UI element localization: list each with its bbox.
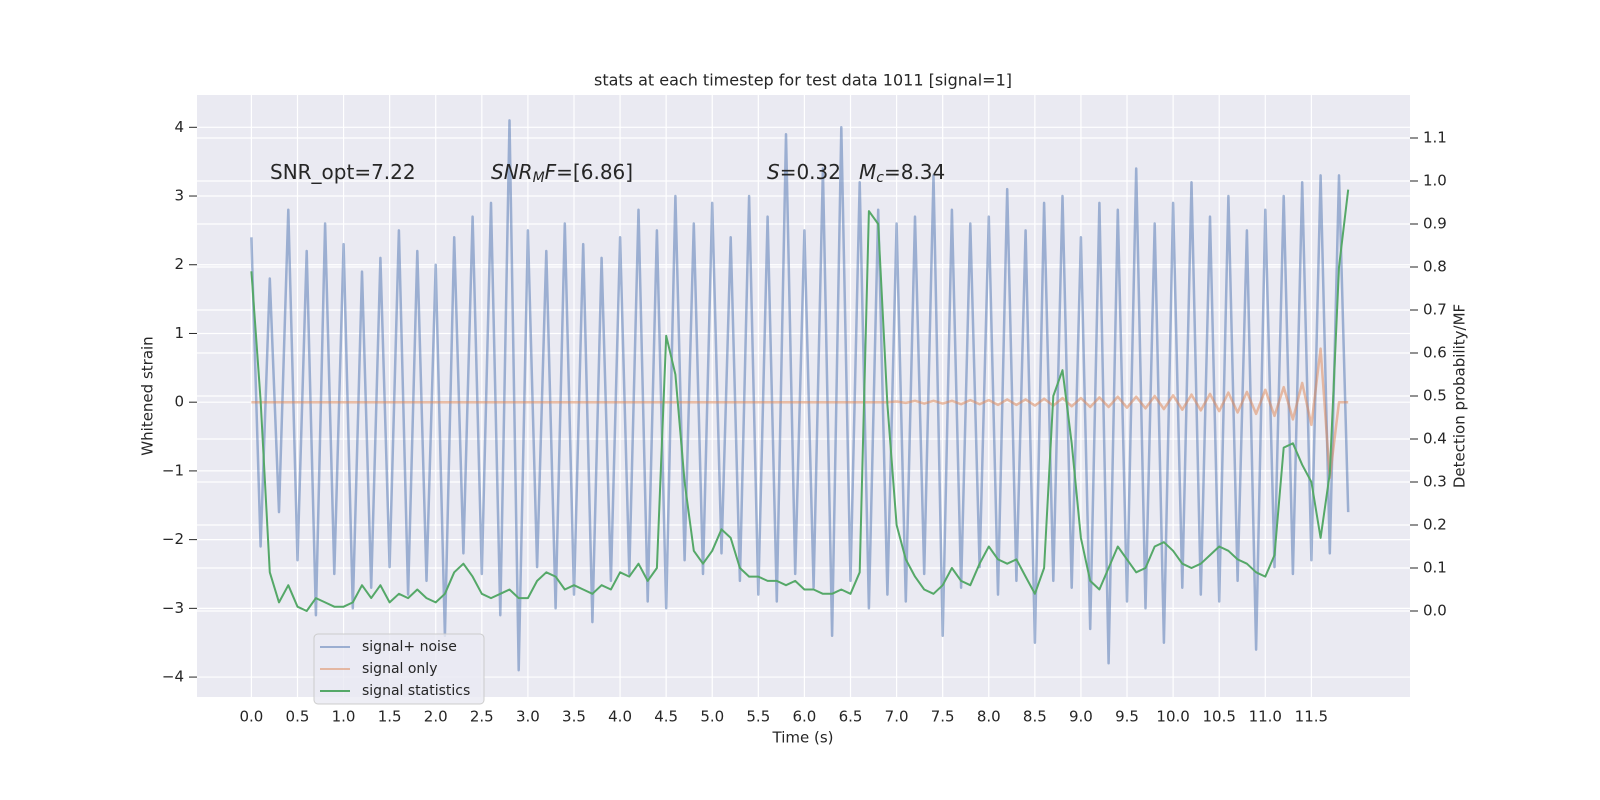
x-tick-label: 7.0 bbox=[885, 708, 909, 726]
y-tick-label: −1 bbox=[162, 461, 184, 479]
annotation-part: M bbox=[859, 160, 876, 184]
annotation-part: M bbox=[533, 170, 545, 186]
x-tick-label: 0.0 bbox=[239, 708, 263, 726]
x-tick-label: 1.5 bbox=[378, 708, 402, 726]
y-tick-label: 0 bbox=[174, 393, 184, 411]
x-tick-label: 6.5 bbox=[839, 708, 863, 726]
x-tick-label: 9.0 bbox=[1069, 708, 1093, 726]
x-tick-label: 1.0 bbox=[332, 708, 356, 726]
x-tick-label: 5.0 bbox=[700, 708, 724, 726]
y-tick-label: −4 bbox=[162, 668, 184, 686]
annotation-part: c bbox=[876, 170, 884, 186]
x-tick-label: 3.5 bbox=[562, 708, 586, 726]
y2-tick-label: 0.2 bbox=[1423, 516, 1447, 534]
y-tick-label: 3 bbox=[174, 187, 184, 205]
x-tick-label: 5.5 bbox=[746, 708, 770, 726]
series-line bbox=[251, 347, 1349, 480]
x-tick-label: 4.0 bbox=[608, 708, 632, 726]
chart-title: stats at each timestep for test data 101… bbox=[594, 71, 1012, 90]
y2-tick-label: 1.1 bbox=[1423, 129, 1447, 147]
x-tick-label: 7.5 bbox=[931, 708, 955, 726]
y2-tick-label: 1.0 bbox=[1423, 172, 1447, 190]
x-tick-label: 0.5 bbox=[286, 708, 310, 726]
x-tick-label: 11.0 bbox=[1249, 708, 1282, 726]
x-tick-label: 8.0 bbox=[977, 708, 1001, 726]
legend-label: signal statistics bbox=[362, 683, 470, 699]
y2-axis-label: Detection probability/MF bbox=[1451, 304, 1469, 488]
x-tick-label: 2.0 bbox=[424, 708, 448, 726]
x-tick-label: 10.0 bbox=[1156, 708, 1189, 726]
legend: signal+ noise signal only signal statistic… bbox=[313, 633, 485, 705]
x-tick-label: 9.5 bbox=[1115, 708, 1139, 726]
legend-label: signal+ noise bbox=[362, 639, 457, 655]
y2-tick-label: 0.3 bbox=[1423, 473, 1447, 491]
annotation: SNR_opt=7.22 bbox=[270, 160, 416, 184]
annotation-part: =[6.86] bbox=[556, 160, 633, 184]
y2-tick-label: 0.9 bbox=[1423, 215, 1447, 233]
y2-tick-label: 0.7 bbox=[1423, 301, 1447, 319]
y2-tick-label: 0.6 bbox=[1423, 344, 1447, 362]
annotation-part: S bbox=[767, 160, 780, 184]
x-tick-label: 10.5 bbox=[1202, 708, 1235, 726]
y-tick-label: −3 bbox=[162, 599, 184, 617]
legend-box bbox=[313, 633, 485, 705]
annotation-part: F bbox=[545, 160, 557, 184]
y-tick-label: −2 bbox=[162, 530, 184, 548]
x-tick-label: 2.5 bbox=[470, 708, 494, 726]
y2-tick-label: 0.8 bbox=[1423, 258, 1447, 276]
x-tick-label: 6.0 bbox=[792, 708, 816, 726]
y2-tick-label: 0.0 bbox=[1423, 602, 1447, 620]
y2-tick-label: 0.5 bbox=[1423, 387, 1447, 405]
y-tick-label: 4 bbox=[174, 118, 184, 136]
annotation: S=0.32 bbox=[767, 160, 841, 184]
y2-tick-label: 0.1 bbox=[1423, 559, 1447, 577]
annotation-part: =0.32 bbox=[780, 160, 841, 184]
y-axis-label: Whitened strain bbox=[139, 336, 157, 455]
x-axis-label: Time (s) bbox=[772, 729, 834, 747]
series-line bbox=[250, 189, 1350, 612]
annotation-part: SNR_opt=7.22 bbox=[270, 160, 416, 184]
y-tick-label: 1 bbox=[174, 324, 184, 342]
x-tick-label: 4.5 bbox=[654, 708, 678, 726]
y-tick-label: 2 bbox=[174, 255, 184, 273]
legend-label: signal only bbox=[362, 661, 437, 677]
x-tick-label: 3.0 bbox=[516, 708, 540, 726]
annotation-part: SNR bbox=[491, 160, 533, 184]
annotation-part: =8.34 bbox=[884, 160, 945, 184]
annotation: SNRMF=[6.86] bbox=[491, 160, 633, 187]
x-tick-label: 8.5 bbox=[1023, 708, 1047, 726]
y2-tick-label: 0.4 bbox=[1423, 430, 1447, 448]
annotation: Mc=8.34 bbox=[859, 160, 945, 187]
x-tick-label: 11.5 bbox=[1295, 708, 1328, 726]
